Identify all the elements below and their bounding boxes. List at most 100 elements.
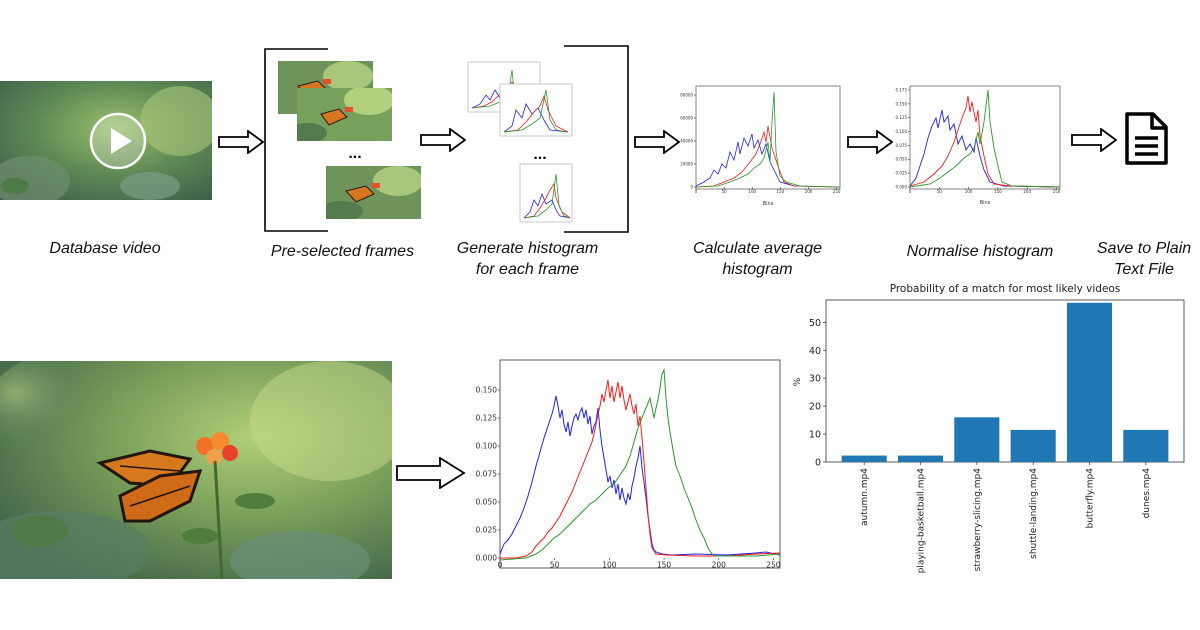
average-green-line [695, 91, 841, 188]
normalised-histogram-xtick-label: 250 [1053, 189, 1061, 194]
average-histogram-xtick-label: 0 [695, 189, 698, 194]
normalised-histogram-chart: 0.000 0.025 0.050 0.075 0.100 0.125 0.150 0.175… [896, 85, 1061, 206]
query-image [0, 361, 392, 579]
play-icon[interactable] [88, 111, 148, 171]
bar-chart-xtick-label: shuttle-landing.mp4 [1029, 468, 1039, 559]
database-video-thumbnail[interactable] [0, 81, 212, 200]
query-histogram-ytick-label: 0.075 [476, 470, 498, 479]
query-histogram-frame [499, 359, 781, 569]
normalised-histogram-ytick-label: 0.075 [896, 143, 908, 148]
normalised-histogram-ytick-label: 0.150 [896, 101, 908, 106]
bar-chart-ytick-label: 30 [809, 374, 821, 385]
caption-average-histogram: Calculate average histogram [665, 238, 850, 280]
average-histogram-ytick-label: 0 [690, 184, 693, 189]
caption-database-video: Database video [30, 238, 180, 259]
average-histogram-frame [695, 85, 841, 190]
query-histogram-ytick-label: 0.025 [476, 526, 498, 535]
caption-preselected-frames-text: Pre-selected frames [270, 243, 415, 260]
bar-chart-xtick-label: butterfly.mp4 [1086, 468, 1096, 529]
average-histogram-xtick-label: 250 [833, 189, 841, 194]
arrow-right-icon [847, 130, 893, 154]
caption-normalise-text: Normalise histogram [906, 243, 1054, 260]
average-histogram-ytick-label: 60000 [680, 115, 693, 120]
per-frame-histograms [467, 61, 573, 223]
caption-save-file: Save to Plain Text File [1088, 238, 1200, 280]
query-histogram-ytick-label: 0.000 [476, 554, 498, 563]
arrow-right-icon [420, 128, 466, 152]
query-histogram-xtick-label: 50 [550, 561, 560, 570]
average-histogram-ytick-label: 20000 [680, 161, 693, 166]
bar-chart-ytick-label: 10 [809, 430, 821, 441]
frame-thumbnail-2 [297, 88, 392, 141]
average-histogram-xtick-label: 200 [805, 189, 813, 194]
normalised-green-line [909, 89, 1061, 188]
normalised-histogram-xtick-label: 100 [965, 189, 973, 194]
normalised-histogram-ytick-label: 0.100 [896, 129, 908, 134]
caption-generate-line1: Generate histogram [456, 240, 599, 257]
normalised-histogram-xtick-label: 0 [909, 189, 912, 194]
bar-chart-ytick-label: 50 [809, 318, 821, 329]
average-histogram-xtick-label: 150 [777, 189, 785, 194]
bar-playing-basketball [897, 455, 944, 462]
arrow-right-icon [1071, 128, 1117, 152]
caption-preselected-frames: Pre-selected frames [255, 241, 430, 262]
caption-database-video-text: Database video [49, 240, 161, 257]
query-histogram-xtick-label: 0 [498, 561, 503, 570]
bar-chart-title: Probability of a match for most likely v… [890, 283, 1121, 295]
caption-save-line2: Text File [1114, 261, 1174, 278]
query-histogram-ytick-label: 0.150 [476, 386, 498, 395]
histograms-ellipsis: ... [520, 144, 560, 165]
query-blue-line [499, 395, 781, 556]
average-histogram-xtick-label: 100 [748, 189, 756, 194]
normalised-histogram-ytick-label: 0.175 [896, 87, 908, 92]
arrow-right-icon [634, 130, 680, 154]
query-histogram-ytick-label: 0.050 [476, 498, 498, 507]
caption-normalise-histogram: Normalise histogram [890, 241, 1070, 262]
frame-histogram-2 [499, 83, 573, 137]
average-histogram-ytick-label: 80000 [680, 92, 693, 97]
normalised-red-line [909, 95, 1061, 188]
query-red-line [500, 379, 781, 559]
caption-average-line1: Calculate average [693, 240, 822, 257]
caption-generate-line2: for each frame [475, 261, 580, 278]
average-histogram-ytick-label: 40000 [680, 138, 693, 143]
bar-strawberry-slicing [954, 417, 1000, 462]
arrow-right-icon [396, 457, 466, 489]
ellipsis-text-2: ... [533, 146, 547, 163]
frame-histogram-3 [519, 163, 573, 223]
query-histogram-xtick-label: 150 [657, 561, 672, 570]
bar-chart-ylabel: % [793, 377, 803, 386]
document-icon[interactable] [1123, 112, 1169, 166]
query-histogram-ytick-label: 0.125 [476, 414, 498, 423]
normalised-histogram-xtick-label: 150 [994, 189, 1002, 194]
query-histogram-xtick-label: 100 [602, 561, 617, 570]
average-red-line [695, 125, 841, 188]
normalised-histogram-xtick-label: 200 [1023, 189, 1031, 194]
histograms-bracket-right [564, 45, 629, 233]
caption-generate-histogram: Generate histogram for each frame [430, 238, 625, 280]
normalised-histogram-frame [909, 85, 1061, 190]
normalised-blue-line [909, 109, 1061, 188]
bar-chart-ytick-label: 20 [809, 402, 821, 413]
query-histogram-xtick-label: 200 [712, 561, 727, 570]
ellipsis-text: ... [348, 145, 362, 162]
frame-thumbnail-3 [326, 166, 421, 219]
average-histogram-chart: 0 20000 40000 60000 80000 0 50 100 150 200 250 Bi… [680, 85, 841, 207]
average-blue-line [695, 133, 841, 188]
average-histogram-xtick-label: 50 [722, 189, 728, 194]
bar-autumn [841, 455, 887, 462]
caption-save-line1: Save to Plain [1096, 240, 1192, 257]
query-histogram-chart: 0.000 0.025 0.050 0.075 0.100 0.125 0.150 0 50 1… [476, 359, 781, 570]
normalised-histogram-ytick-label: 0.000 [896, 184, 908, 189]
query-histogram-xtick-label: 250 [766, 561, 781, 570]
normalised-histogram-xtick-label: 50 [937, 189, 943, 194]
bar-chart-xtick-label: strawberry-slicing.mp4 [973, 468, 983, 572]
bar-chart-xtick-label: dunes.mp4 [1142, 468, 1152, 519]
bar-chart-xtick-label: playing-basketball.mp4 [917, 468, 927, 574]
frames-ellipsis: ... [335, 143, 375, 164]
normalised-histogram-ytick-label: 0.025 [896, 171, 908, 176]
bar-shuttle-landing [1010, 429, 1056, 462]
caption-average-line2: histogram [722, 261, 793, 278]
butterfly-photo [0, 81, 212, 200]
bar-butterfly [1066, 302, 1113, 462]
